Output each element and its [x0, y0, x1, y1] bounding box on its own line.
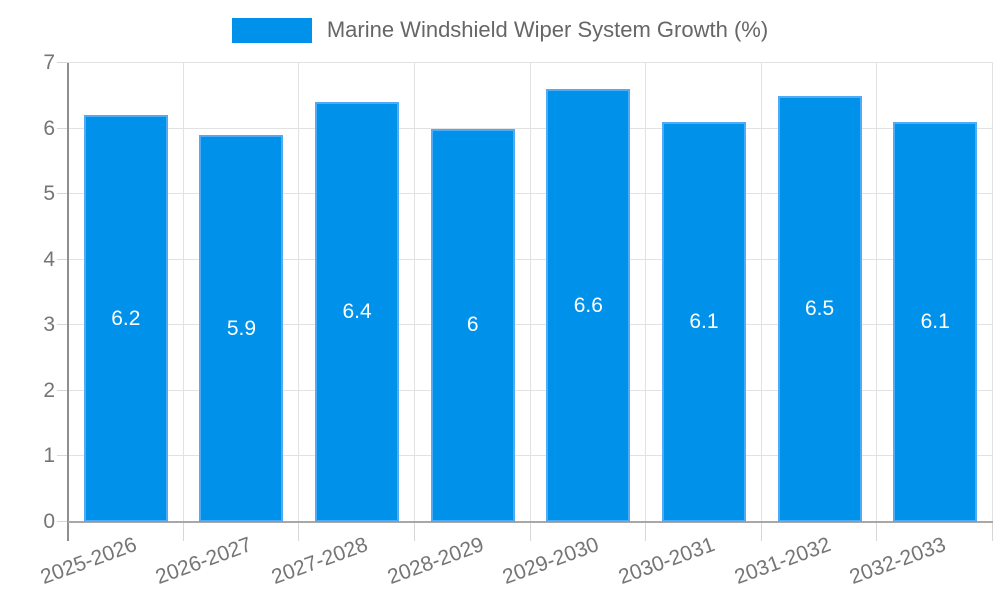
x-axis-tick-mark — [182, 522, 184, 541]
bar-value-label: 6.6 — [573, 293, 603, 317]
y-axis-tick-label: 5 — [43, 182, 55, 206]
y-axis-line — [67, 63, 69, 541]
bar-value-label: 6.5 — [804, 296, 835, 320]
x-axis-tick-mark — [876, 522, 878, 541]
bar-value-label: 6 — [466, 313, 479, 337]
y-axis-tick-mark — [57, 193, 68, 195]
bar-2026-2027: 5.9 — [199, 135, 284, 522]
bar-value-label: 6.1 — [920, 309, 950, 333]
gridline-vertical — [298, 63, 300, 522]
legend-swatch — [231, 17, 312, 43]
gridline-vertical — [876, 63, 878, 522]
bar-value-label: 5.9 — [226, 316, 257, 340]
y-axis-tick-mark — [57, 62, 68, 63]
y-axis-tick-mark — [57, 324, 68, 326]
gridline-vertical — [182, 63, 184, 522]
bar-2025-2026: 6.2 — [83, 115, 168, 522]
x-axis-line — [68, 521, 993, 523]
gridline-horizontal — [68, 193, 993, 195]
y-axis-tick-mark — [57, 455, 68, 457]
bar-value-label: 6.1 — [689, 309, 719, 333]
gridline-vertical — [529, 63, 531, 522]
gridline-horizontal — [68, 324, 993, 326]
gridline-horizontal — [68, 258, 993, 260]
x-axis-tick-mark — [298, 522, 300, 541]
bar-value-label: 6.4 — [342, 300, 372, 324]
bar-2028-2029: 6 — [430, 128, 515, 522]
x-axis-tick-mark — [529, 522, 531, 541]
gridline-vertical — [992, 63, 993, 522]
legend-label: Marine Windshield Wiper System Growth (%… — [326, 17, 769, 42]
bar-2031-2032: 6.5 — [777, 95, 862, 522]
gridline-vertical — [413, 63, 415, 522]
bar-2032-2033: 6.1 — [893, 122, 978, 522]
y-axis-tick-mark — [57, 258, 68, 260]
gridline-horizontal — [68, 62, 993, 63]
gridline-vertical — [760, 63, 762, 522]
bar-2029-2030: 6.6 — [546, 89, 631, 522]
y-axis-tick-label: 2 — [43, 378, 55, 402]
x-axis-tick-mark — [413, 522, 415, 541]
x-axis-tick-mark — [992, 522, 993, 541]
gridline-horizontal — [68, 389, 993, 391]
y-axis-tick-label: 4 — [43, 247, 55, 271]
bar-value-label: 6.2 — [111, 306, 141, 330]
bar-2027-2028: 6.4 — [315, 102, 400, 522]
legend-item[interactable]: Marine Windshield Wiper System Growth (%… — [0, 17, 1000, 43]
x-axis-tick-mark — [760, 522, 762, 541]
y-axis-tick-mark — [57, 389, 68, 391]
y-axis-tick-label: 1 — [43, 444, 55, 468]
gridline-horizontal — [68, 455, 993, 457]
y-axis-tick-label: 6 — [43, 116, 55, 140]
x-axis-tick-mark — [645, 522, 647, 541]
gridline-vertical — [645, 63, 647, 522]
bar-2030-2031: 6.1 — [661, 122, 746, 522]
y-axis-tick-label: 3 — [43, 313, 55, 337]
gridline-horizontal — [68, 127, 993, 129]
y-axis-tick-mark — [57, 521, 68, 522]
y-axis-tick-label: 7 — [43, 51, 55, 74]
y-axis-tick-mark — [57, 127, 68, 129]
y-axis-tick-label: 0 — [43, 510, 55, 533]
